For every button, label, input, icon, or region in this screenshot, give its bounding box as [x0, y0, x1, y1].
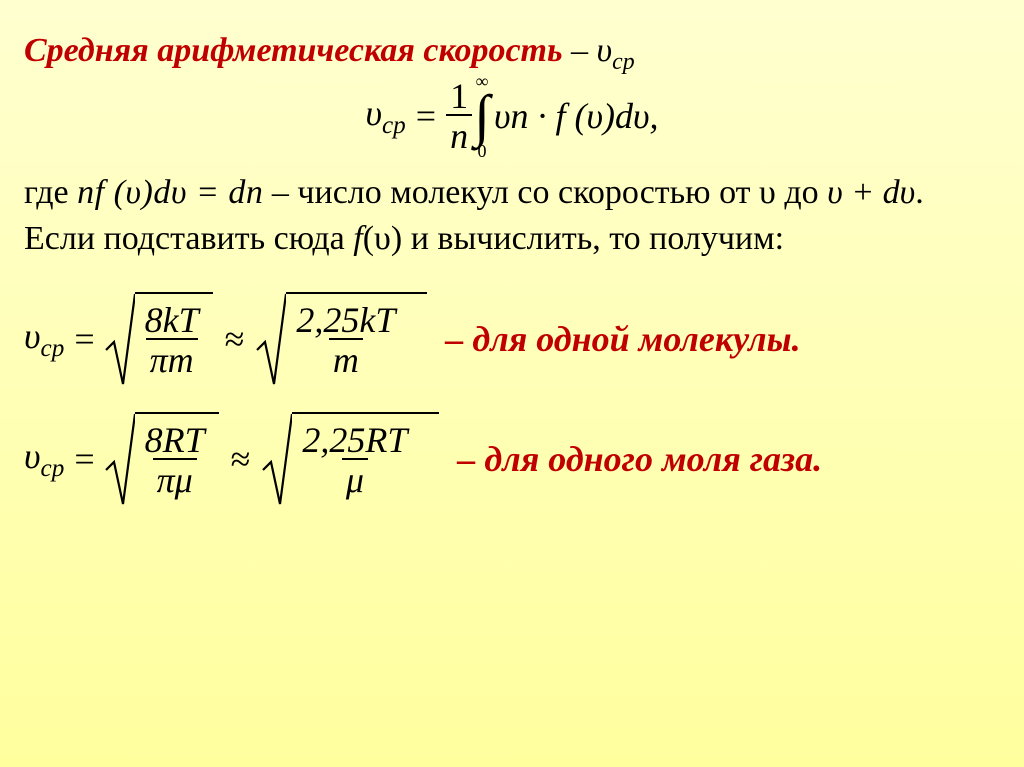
radicand: 8kT πm: [135, 292, 213, 386]
equals-sign: =: [74, 435, 94, 484]
text-gde: где: [24, 174, 77, 211]
radical-sign: [105, 412, 135, 506]
sqrt-8RT-pimu: 8RT πμ: [105, 412, 219, 506]
subscript-cp: ср: [41, 455, 65, 482]
text-chislo: – число молекул со скоростью от υ до: [263, 174, 827, 211]
equals-sign: =: [416, 92, 436, 141]
subscript-cp: ср: [382, 112, 406, 139]
sqrt-8kT-pim: 8kT πm: [105, 292, 213, 386]
sqrt-225kT-m: 2,25kT m: [256, 292, 427, 386]
fv-arg: (υ): [363, 220, 402, 257]
equals-sign: =: [74, 315, 94, 364]
numerator: 8RT: [141, 422, 209, 458]
lower-limit: 0: [478, 142, 487, 160]
denominator: m: [329, 338, 363, 378]
result-one-mole: υср = 8RT πμ ≈ 2,25RT μ – для: [24, 412, 1000, 506]
explanation-paragraph: где nf (υ)dυ = dn – число молекул со ско…: [24, 170, 1000, 262]
fraction-1-over-n: 1 n: [446, 78, 472, 154]
expr-vdv: υ + dυ: [827, 174, 915, 211]
fraction: 8RT πμ: [141, 422, 209, 498]
radical-sign: [256, 292, 286, 386]
integrand: υn · f (υ)dυ,: [494, 92, 659, 141]
denominator: πμ: [153, 458, 197, 498]
title-line: Средняя арифметическая скорость – υср: [24, 28, 1000, 78]
fraction: 2,25RT μ: [298, 422, 411, 498]
numerator: 2,25RT: [298, 422, 411, 458]
integral-sign: ∞ ∫ 0: [474, 72, 490, 160]
approx-sign: ≈: [225, 315, 245, 364]
equation-integral: υср = 1 n ∞ ∫ 0 υn · f (υ)dυ,: [24, 72, 1000, 160]
lhs: υср: [24, 312, 64, 366]
lhs: υср: [24, 432, 64, 486]
subscript-cp: ср: [612, 49, 634, 75]
approx-sign: ≈: [231, 435, 251, 484]
fraction: 8kT πm: [141, 302, 203, 378]
title-red: Средняя арифметическая скорость: [24, 32, 563, 69]
upsilon: υ: [24, 316, 41, 356]
text-vychislit: и вычислить, то получим:: [402, 220, 784, 257]
numerator: 2,25kT: [292, 302, 399, 338]
denominator: n: [446, 114, 472, 154]
title-dash: –: [563, 32, 597, 69]
integral-glyph: ∫: [474, 90, 490, 142]
denominator: πm: [146, 338, 198, 378]
comment-mole: – для одного моля газа.: [457, 435, 822, 484]
comment-molecule: – для одной молекулы.: [445, 315, 800, 364]
numerator: 8kT: [141, 302, 203, 338]
f-italic: f: [353, 220, 362, 257]
radicand: 8RT πμ: [135, 412, 219, 506]
subscript-cp: ср: [41, 335, 65, 362]
radical-sign: [262, 412, 292, 506]
numerator: 1: [446, 78, 472, 114]
upsilon: υ: [24, 436, 41, 476]
denominator: μ: [342, 458, 368, 498]
radicand: 2,25kT m: [286, 292, 427, 386]
expr-nf: nf (υ)dυ = dn: [77, 174, 263, 211]
lhs: υср: [365, 89, 405, 143]
title-symbol: υср: [597, 32, 635, 69]
result-single-molecule: υср = 8kT πm ≈ 2,25kT m – для: [24, 292, 1000, 386]
sqrt-225RT-mu: 2,25RT μ: [262, 412, 439, 506]
radicand: 2,25RT μ: [292, 412, 439, 506]
upsilon: υ: [365, 93, 382, 133]
radical-sign: [105, 292, 135, 386]
upsilon: υ: [597, 32, 613, 69]
fraction: 2,25kT m: [292, 302, 399, 378]
